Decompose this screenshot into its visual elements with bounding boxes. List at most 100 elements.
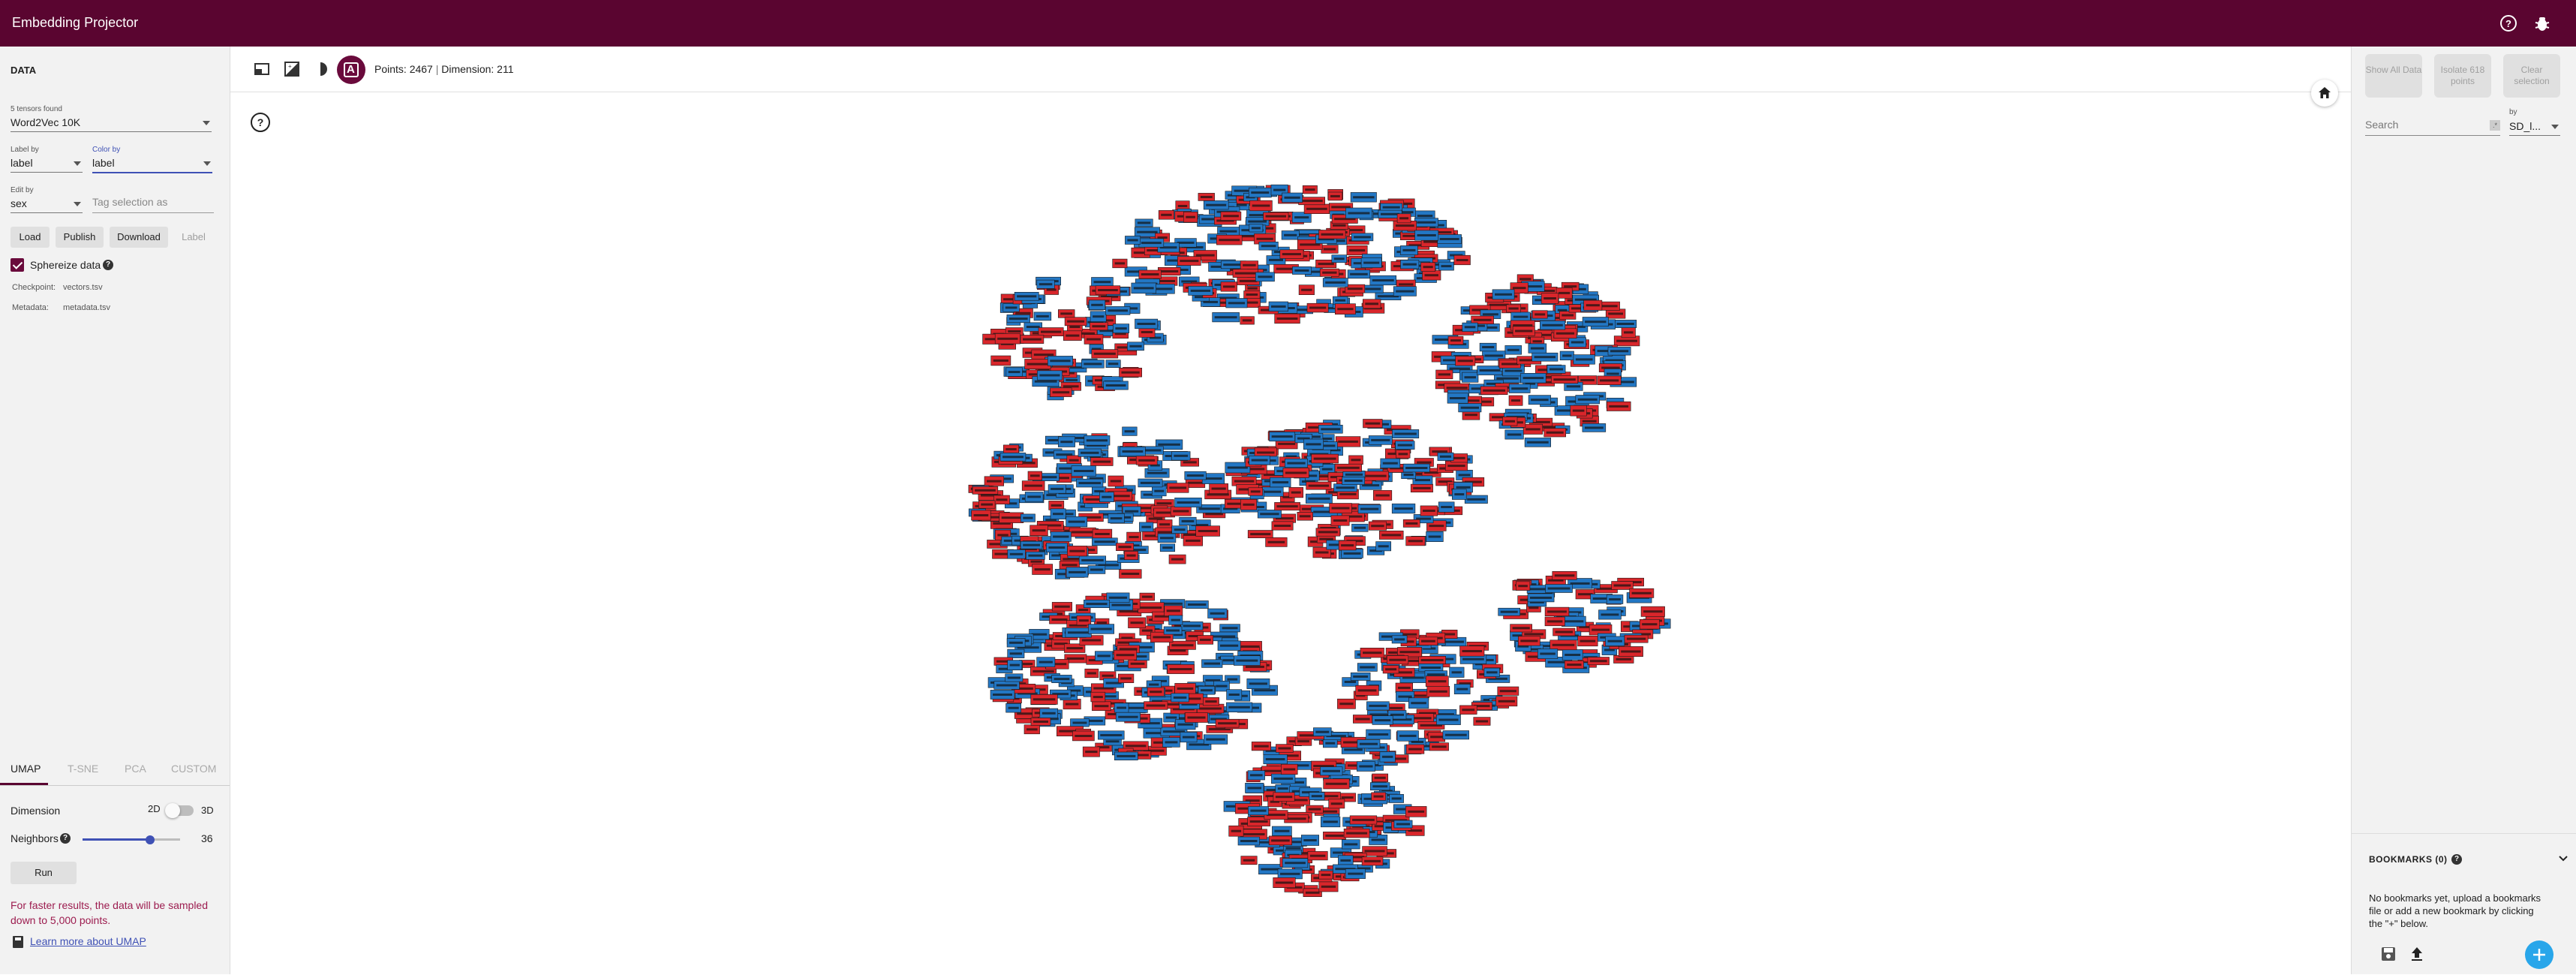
point-label-glyph (1458, 474, 1471, 477)
search-by-select[interactable]: SD_l... (2509, 119, 2560, 136)
point-label-glyph (1181, 519, 1195, 522)
point-label-glyph (1081, 639, 1102, 642)
tab-pca[interactable]: PCA (125, 763, 146, 775)
point-label-glyph (1220, 644, 1239, 647)
point-label-glyph (1250, 490, 1261, 493)
help-icon[interactable]: ? (103, 260, 113, 270)
point-label-glyph (1519, 359, 1539, 362)
regex-toggle-icon[interactable]: .* (2490, 120, 2500, 131)
point-label-glyph (1177, 241, 1195, 244)
canvas-help-icon[interactable]: ? (251, 113, 270, 132)
point-label-glyph (1227, 678, 1238, 681)
point-label-glyph (1352, 867, 1371, 870)
run-button[interactable]: Run (11, 862, 77, 884)
bug-icon[interactable] (2532, 14, 2552, 33)
point-label-glyph (1153, 741, 1170, 744)
point-label-glyph (1369, 704, 1387, 707)
book-icon (12, 935, 24, 952)
point-label-glyph (1002, 456, 1023, 459)
point-label-glyph (1280, 872, 1300, 875)
checkpoint-label: Checkpoint: (12, 283, 56, 292)
point-label-glyph (1161, 213, 1172, 216)
point-label-glyph (1333, 519, 1348, 522)
point-label-glyph (1081, 451, 1099, 454)
point-label-glyph (1042, 615, 1056, 618)
point-label-glyph (1300, 200, 1323, 203)
point-label-glyph (1182, 736, 1195, 739)
point-label-glyph (1360, 507, 1379, 510)
color-by-select[interactable]: label (92, 155, 212, 173)
point-label-glyph (1141, 273, 1159, 275)
contrast-icon[interactable] (311, 60, 329, 78)
select-box-icon[interactable] (253, 60, 271, 78)
point-label-glyph (1243, 833, 1265, 835)
point-label-glyph (1601, 613, 1619, 616)
add-bookmark-button[interactable] (2525, 940, 2553, 969)
upload-icon[interactable] (2408, 945, 2426, 967)
point-label-glyph (1239, 279, 1258, 282)
point-label-glyph (1373, 795, 1384, 798)
edit-by-select[interactable]: sex (11, 196, 83, 213)
point-label-glyph (1323, 248, 1336, 251)
tab-custom[interactable]: CUSTOM (171, 763, 217, 775)
neighbors-slider-knob[interactable] (145, 835, 155, 844)
point-label-glyph (1028, 554, 1043, 557)
publish-button[interactable]: Publish (56, 227, 104, 248)
point-label-glyph (1471, 387, 1482, 390)
sphereize-checkbox[interactable] (11, 258, 24, 272)
chevron-down-icon[interactable] (2558, 853, 2568, 868)
point-label-glyph (1110, 480, 1122, 483)
point-label-glyph (1420, 724, 1442, 727)
point-label-glyph (1063, 385, 1079, 388)
tab-tsne[interactable]: T-SNE (68, 763, 99, 775)
point-label-glyph (1328, 543, 1342, 546)
help-icon[interactable]: ? (60, 833, 71, 844)
point-label-glyph (1060, 312, 1073, 315)
show-all-data-button[interactable]: Show All Data (2365, 54, 2422, 98)
label-by-select[interactable]: label (11, 155, 83, 173)
point-label-glyph (1460, 406, 1479, 409)
point-label-glyph (1429, 231, 1452, 233)
tag-selection-input[interactable]: Tag selection as (92, 196, 214, 213)
clear-selection-button[interactable]: Clear selection (2503, 54, 2560, 98)
point-label-glyph (1054, 678, 1070, 681)
point-label-glyph (1091, 348, 1102, 351)
point-label-glyph (1330, 194, 1340, 197)
point-label-glyph (1120, 516, 1132, 519)
point-label-glyph (1140, 606, 1162, 609)
night-mode-icon[interactable]: + (283, 60, 301, 78)
label-mode-button[interactable]: A (337, 56, 365, 84)
point-label-glyph (1271, 839, 1290, 842)
point-label-glyph (1389, 658, 1406, 661)
help-icon[interactable]: ? (2451, 854, 2462, 865)
tab-umap[interactable]: UMAP (11, 763, 41, 775)
label-cloud[interactable] (968, 184, 1671, 898)
point-label-glyph (1564, 285, 1577, 288)
learn-more-link[interactable]: Learn more about UMAP (30, 935, 146, 947)
save-icon[interactable] (2379, 945, 2397, 967)
point-label-glyph (1443, 359, 1465, 362)
embedding-scatter-canvas[interactable] (900, 150, 1681, 908)
load-button[interactable]: Load (11, 227, 50, 248)
point-label-glyph (1063, 558, 1084, 561)
point-label-glyph (1321, 468, 1333, 471)
dimension-toggle-knob[interactable] (165, 803, 180, 818)
point-label-glyph (1306, 207, 1327, 210)
dimension-label: Dimension (11, 805, 61, 817)
label-button[interactable]: Label (182, 231, 206, 242)
point-label-glyph (1344, 515, 1363, 518)
point-label-glyph (1326, 735, 1346, 738)
search-input[interactable]: Search .* (2365, 119, 2500, 136)
projection-tabs: UMAP T-SNE PCA CUSTOM (0, 752, 230, 786)
point-label-glyph (1098, 564, 1119, 567)
point-label-glyph (1347, 856, 1365, 859)
home-button[interactable] (2311, 80, 2338, 107)
point-label-glyph (1578, 593, 1593, 596)
help-circle-icon[interactable]: ? (2499, 14, 2518, 33)
point-label-glyph (1525, 428, 1540, 431)
point-label-glyph (1402, 633, 1417, 636)
tensor-select[interactable]: Word2Vec 10K (11, 115, 212, 132)
isolate-points-button[interactable]: Isolate 618 points (2434, 54, 2491, 98)
point-label-glyph (1335, 299, 1346, 302)
download-button[interactable]: Download (110, 227, 168, 248)
